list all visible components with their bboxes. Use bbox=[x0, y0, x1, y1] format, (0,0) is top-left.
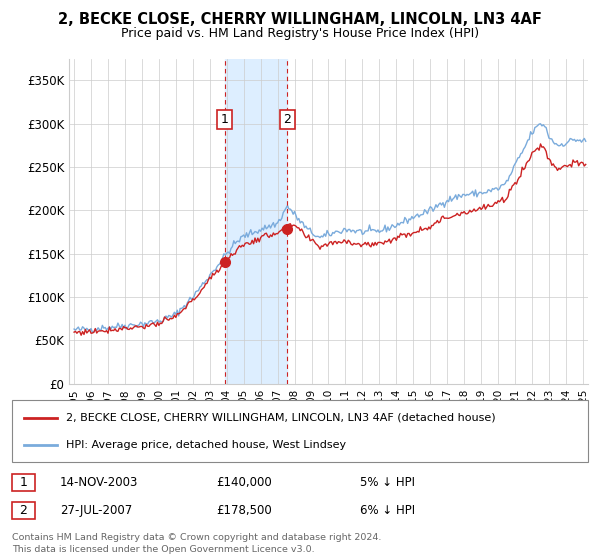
Text: 2, BECKE CLOSE, CHERRY WILLINGHAM, LINCOLN, LN3 4AF (detached house): 2, BECKE CLOSE, CHERRY WILLINGHAM, LINCO… bbox=[66, 413, 496, 423]
Text: Price paid vs. HM Land Registry's House Price Index (HPI): Price paid vs. HM Land Registry's House … bbox=[121, 27, 479, 40]
Text: 1: 1 bbox=[19, 476, 28, 489]
Text: Contains HM Land Registry data © Crown copyright and database right 2024.: Contains HM Land Registry data © Crown c… bbox=[12, 533, 382, 542]
Text: £140,000: £140,000 bbox=[216, 476, 272, 489]
Text: 1: 1 bbox=[221, 113, 229, 126]
Text: 2: 2 bbox=[284, 113, 292, 126]
Text: 6% ↓ HPI: 6% ↓ HPI bbox=[360, 504, 415, 517]
Text: 14-NOV-2003: 14-NOV-2003 bbox=[60, 476, 139, 489]
Text: 27-JUL-2007: 27-JUL-2007 bbox=[60, 504, 132, 517]
Text: HPI: Average price, detached house, West Lindsey: HPI: Average price, detached house, West… bbox=[66, 440, 346, 450]
Text: £178,500: £178,500 bbox=[216, 504, 272, 517]
Bar bbox=[224, 59, 287, 384]
Text: 2: 2 bbox=[19, 504, 28, 517]
Text: 2, BECKE CLOSE, CHERRY WILLINGHAM, LINCOLN, LN3 4AF: 2, BECKE CLOSE, CHERRY WILLINGHAM, LINCO… bbox=[58, 12, 542, 27]
Text: 5% ↓ HPI: 5% ↓ HPI bbox=[360, 476, 415, 489]
Text: This data is licensed under the Open Government Licence v3.0.: This data is licensed under the Open Gov… bbox=[12, 545, 314, 554]
